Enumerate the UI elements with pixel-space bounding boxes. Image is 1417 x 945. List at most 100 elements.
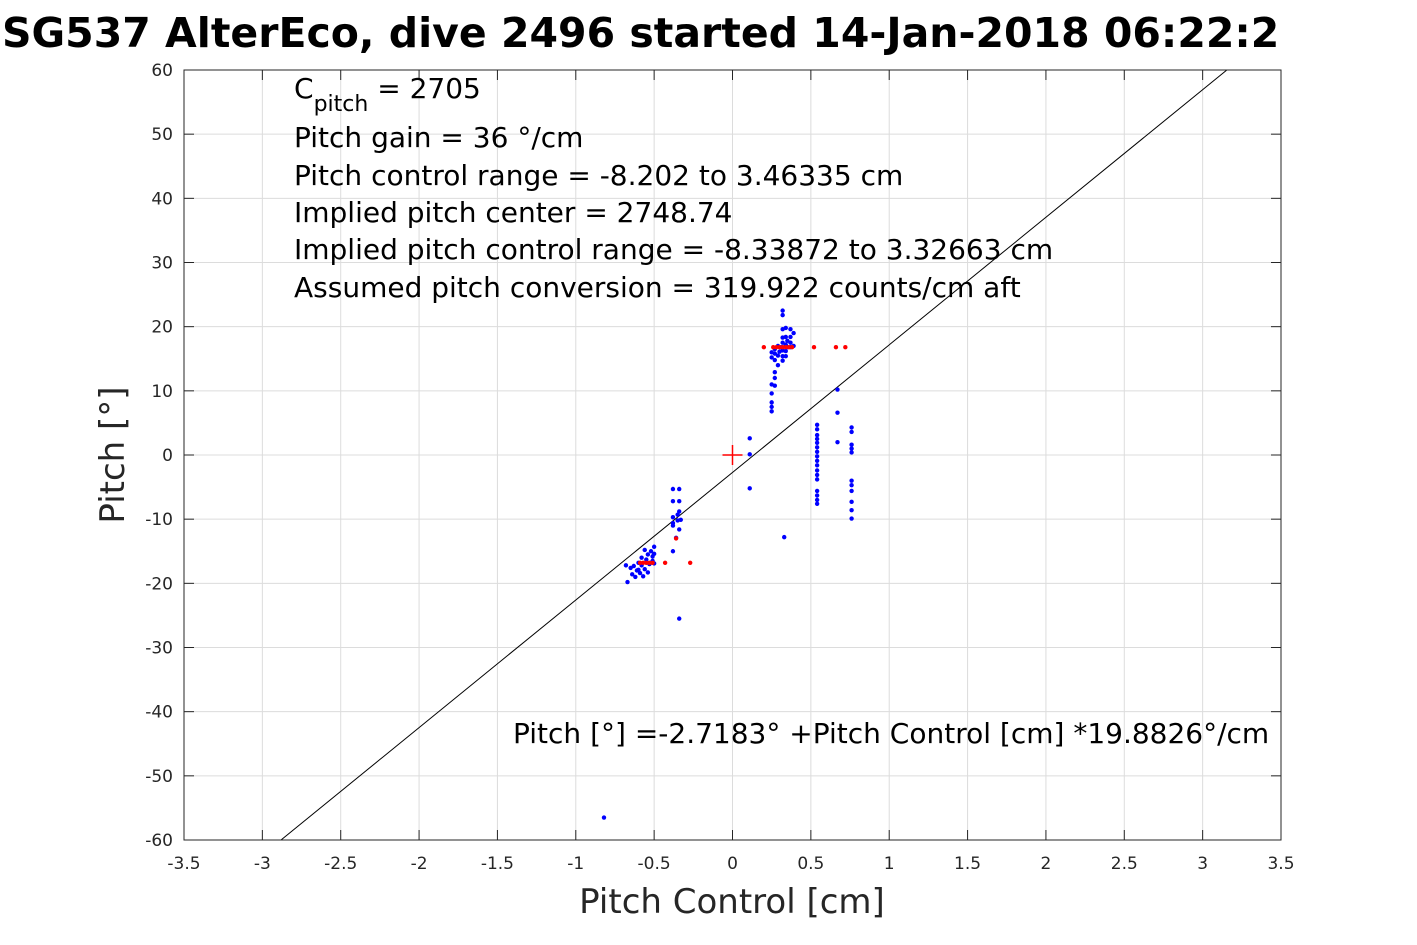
data-point <box>849 482 854 488</box>
data-point <box>670 515 676 520</box>
data-point <box>814 449 820 454</box>
data-point <box>814 422 820 428</box>
data-point <box>783 353 788 359</box>
y-tick-label: 0 <box>162 446 173 466</box>
data-point <box>772 383 778 388</box>
data-point <box>835 387 840 392</box>
data-point <box>849 516 854 521</box>
data-point <box>814 497 820 503</box>
data-point <box>747 436 752 441</box>
data-point <box>642 547 647 553</box>
data-point <box>687 560 693 565</box>
data-point <box>782 534 787 540</box>
data-point <box>769 400 774 405</box>
data-points <box>601 308 854 820</box>
data-point <box>769 355 774 360</box>
data-point <box>814 472 820 478</box>
data-point <box>623 563 629 568</box>
data-point <box>662 560 668 565</box>
data-point <box>849 499 854 505</box>
data-point <box>814 493 820 498</box>
fit-line-layer <box>280 69 1228 841</box>
grid <box>183 69 1282 841</box>
implied-pitch-control-range-annotation: Implied pitch control range = -8.33872 t… <box>294 233 1053 266</box>
data-point <box>670 486 676 492</box>
data-point <box>651 551 657 557</box>
data-point <box>833 345 839 350</box>
data-point <box>670 523 676 528</box>
data-point <box>645 570 651 575</box>
data-point <box>814 477 820 482</box>
data-point <box>814 501 820 506</box>
data-point <box>769 409 774 414</box>
data-point <box>601 815 607 820</box>
data-point <box>677 527 682 532</box>
y-tick-label: 60 <box>151 61 173 81</box>
data-point <box>788 327 793 332</box>
data-point <box>637 570 643 576</box>
data-point <box>677 509 682 514</box>
x-tick-label: 3 <box>1197 854 1208 874</box>
data-point <box>644 557 649 562</box>
pitch-conversion-annotation: Assumed pitch conversion = 319.922 count… <box>294 271 1021 304</box>
x-tick-label: 0 <box>727 854 738 874</box>
data-point <box>789 345 795 350</box>
data-point <box>780 312 785 318</box>
data-point <box>849 429 854 435</box>
data-point <box>788 334 793 340</box>
data-point <box>644 560 649 565</box>
x-tick-label: 2 <box>1041 854 1052 874</box>
data-point <box>843 345 848 350</box>
y-tick-label: 40 <box>151 189 173 209</box>
data-point <box>640 574 646 579</box>
data-point <box>814 488 820 494</box>
data-point <box>774 345 779 350</box>
data-point <box>642 567 647 572</box>
data-point <box>849 488 854 494</box>
y-tick-label: -30 <box>145 639 173 659</box>
x-tick-label: -3.5 <box>167 854 200 874</box>
x-tick-label: 0.5 <box>797 854 824 874</box>
data-point <box>670 549 676 554</box>
data-point <box>849 450 854 455</box>
data-point <box>849 478 854 483</box>
y-tick-label: 30 <box>151 254 173 274</box>
y-tick-label: -50 <box>145 767 173 787</box>
x-tick-label: 2.5 <box>1111 854 1138 874</box>
x-tick-label: -2.5 <box>324 854 357 874</box>
data-point <box>783 345 788 350</box>
data-point <box>814 436 820 442</box>
data-point <box>835 410 840 415</box>
data-point <box>814 440 820 446</box>
y-tick-label: -40 <box>145 703 173 723</box>
data-point <box>670 499 676 504</box>
data-point <box>849 507 854 513</box>
data-point <box>780 345 785 350</box>
chart-title: SG537 AlterEco, dive 2496 started 14-Jan… <box>2 9 1279 57</box>
x-tick-label: -2 <box>411 854 428 874</box>
fit-equation-annotation: Pitch [°] =-2.7183° +Pitch Control [cm] … <box>513 717 1269 750</box>
c-pitch-subscript: pitch <box>314 92 369 117</box>
data-point <box>814 458 820 463</box>
pitch-control-range-annotation: Pitch control range = -8.202 to 3.46335 … <box>294 159 903 192</box>
data-point <box>771 345 776 350</box>
data-point <box>849 442 854 447</box>
data-point <box>769 391 774 396</box>
implied-pitch-center-annotation: Implied pitch center = 2748.74 <box>294 196 732 229</box>
data-point <box>673 536 679 541</box>
data-point <box>650 560 655 565</box>
data-point <box>651 544 657 549</box>
x-tick-label: 3.5 <box>1267 854 1294 874</box>
data-point <box>849 446 854 451</box>
data-point <box>811 345 817 350</box>
data-point <box>640 560 646 565</box>
data-point <box>780 358 785 363</box>
x-tick-label: 1 <box>884 854 895 874</box>
data-point <box>747 486 752 491</box>
x-tick-label: -1.5 <box>481 854 514 874</box>
y-tick-label: -10 <box>145 510 173 530</box>
fit-line <box>280 69 1228 841</box>
series-1 <box>637 345 848 565</box>
y-tick-labels: -60 -50 -40 -30 -20 -10 0 10 20 30 40 50 60 <box>145 61 173 851</box>
